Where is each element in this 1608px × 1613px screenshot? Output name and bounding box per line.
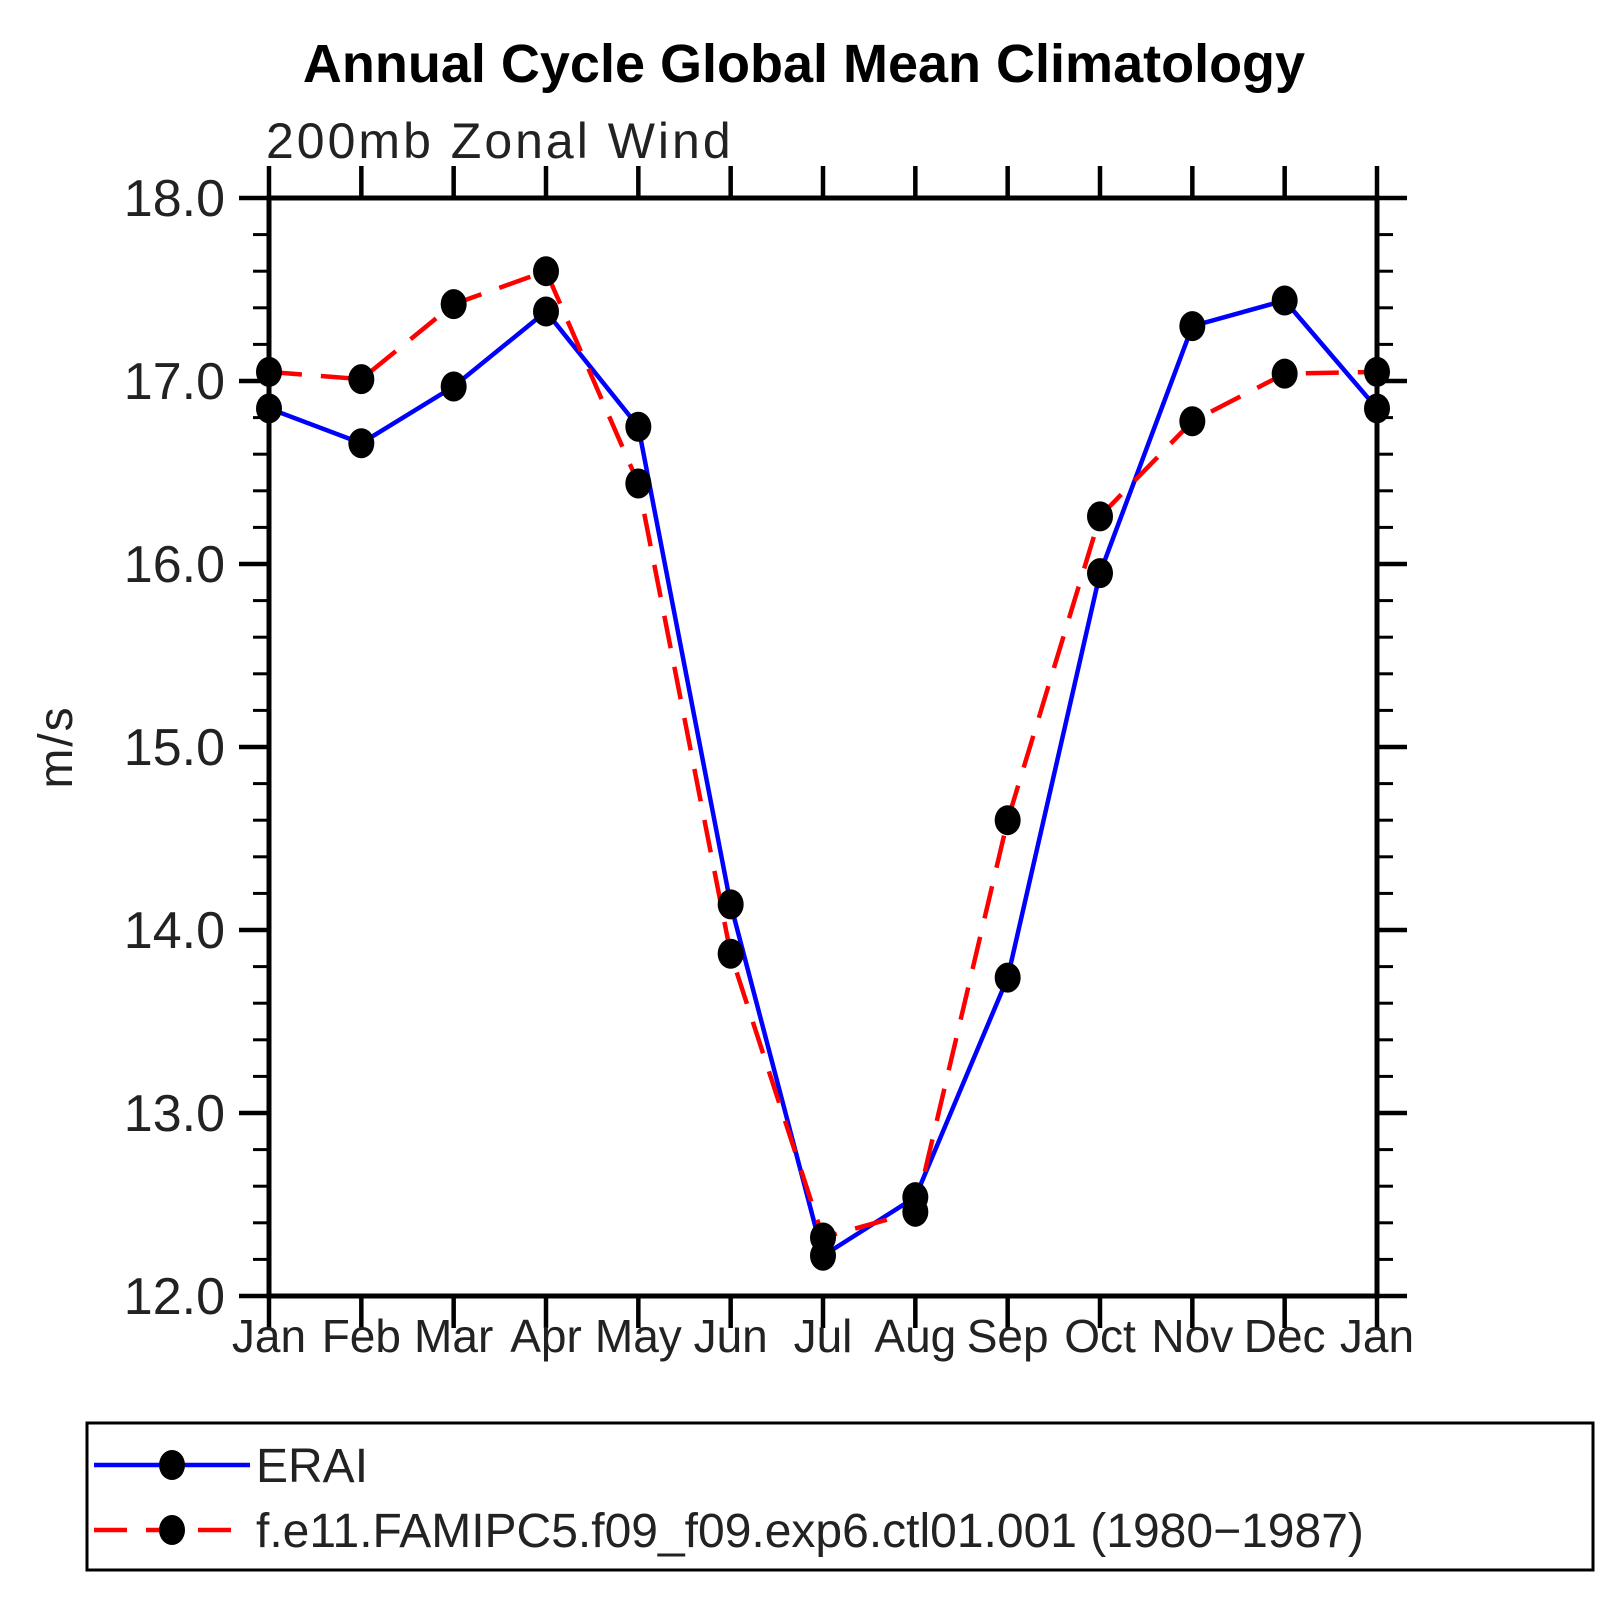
- data-point-marker-series-0: [256, 393, 282, 424]
- x-tick-label: Sep: [967, 1310, 1049, 1362]
- x-tick-label: Aug: [874, 1310, 956, 1362]
- data-point-marker-series-0: [1364, 393, 1390, 424]
- x-tick-label: Jan: [232, 1310, 306, 1362]
- data-point-marker-series-0: [625, 411, 652, 442]
- legend-sample-marker-1: [159, 1515, 185, 1545]
- x-tick-label: May: [595, 1310, 682, 1362]
- chart-subtitle: 200mb Zonal Wind: [266, 113, 734, 169]
- data-point-marker-series-0: [1271, 285, 1298, 316]
- data-point-marker-series-1: [994, 805, 1021, 836]
- data-point-marker-series-1: [1364, 356, 1390, 387]
- data-point-marker-series-0: [1087, 558, 1113, 589]
- y-tick-label: 17.0: [124, 353, 225, 411]
- data-point-marker-series-1: [625, 468, 652, 499]
- x-tick-label: Jan: [1340, 1310, 1414, 1362]
- data-point-marker-series-1: [256, 356, 282, 387]
- data-point-marker-series-1: [810, 1222, 836, 1253]
- legend-label-1: f.e11.FAMIPC5.f09_f09.exp6.ctl01.001 (19…: [256, 1505, 1364, 1558]
- data-point-marker-series-0: [348, 428, 375, 459]
- y-tick-label: 15.0: [124, 719, 225, 777]
- x-tick-label: Nov: [1151, 1310, 1233, 1362]
- data-point-marker-series-0: [533, 296, 559, 327]
- data-point-marker-series-1: [1087, 501, 1113, 532]
- y-tick-label: 18.0: [124, 170, 225, 228]
- data-point-marker-series-1: [440, 289, 467, 320]
- y-tick-label: 13.0: [124, 1085, 225, 1143]
- chart-title: Annual Cycle Global Mean Climatology: [303, 34, 1305, 94]
- data-point-marker-series-1: [348, 364, 375, 395]
- x-tick-label: Oct: [1064, 1310, 1136, 1362]
- x-tick-label: Feb: [322, 1310, 401, 1362]
- data-point-marker-series-1: [902, 1196, 929, 1227]
- legend-item-0: ERAI: [94, 1440, 368, 1493]
- y-tick-label: 14.0: [124, 902, 225, 960]
- y-tick-label: 12.0: [124, 1268, 225, 1326]
- legend-box: [85, 1421, 1595, 1572]
- x-tick-label: Dec: [1244, 1310, 1326, 1362]
- data-point-marker-series-0: [1179, 311, 1206, 342]
- data-point-marker-series-1: [717, 938, 744, 969]
- legend: ERAI f.e11.FAMIPC5.f09_f09.exp6.ctl01.001…: [85, 1421, 1595, 1572]
- legend-item-1: f.e11.FAMIPC5.f09_f09.exp6.ctl01.001 (19…: [94, 1505, 1364, 1558]
- series-line-1: [268, 268, 1378, 1241]
- data-point-marker-series-0: [717, 889, 744, 920]
- data-point-marker-series-0: [994, 962, 1021, 993]
- data-point-marker-series-1: [1179, 406, 1206, 437]
- y-axis-label: m/s: [30, 705, 83, 788]
- x-tick-label: Jul: [794, 1310, 853, 1362]
- y-tick-label: 16.0: [124, 536, 225, 594]
- data-point-marker-series-0: [440, 371, 467, 402]
- plot-frame: [266, 195, 1380, 1299]
- series-line-0: [268, 297, 1379, 1260]
- data-point-marker-series-1: [1271, 358, 1298, 389]
- legend-label-0: ERAI: [256, 1440, 368, 1493]
- x-tick-label: Jun: [694, 1310, 768, 1362]
- x-tick-label: Apr: [510, 1310, 582, 1362]
- series-layer: [256, 256, 1390, 1271]
- legend-sample-marker-0: [159, 1450, 185, 1480]
- data-point-marker-series-1: [533, 256, 559, 287]
- x-tick-label: Mar: [414, 1310, 493, 1362]
